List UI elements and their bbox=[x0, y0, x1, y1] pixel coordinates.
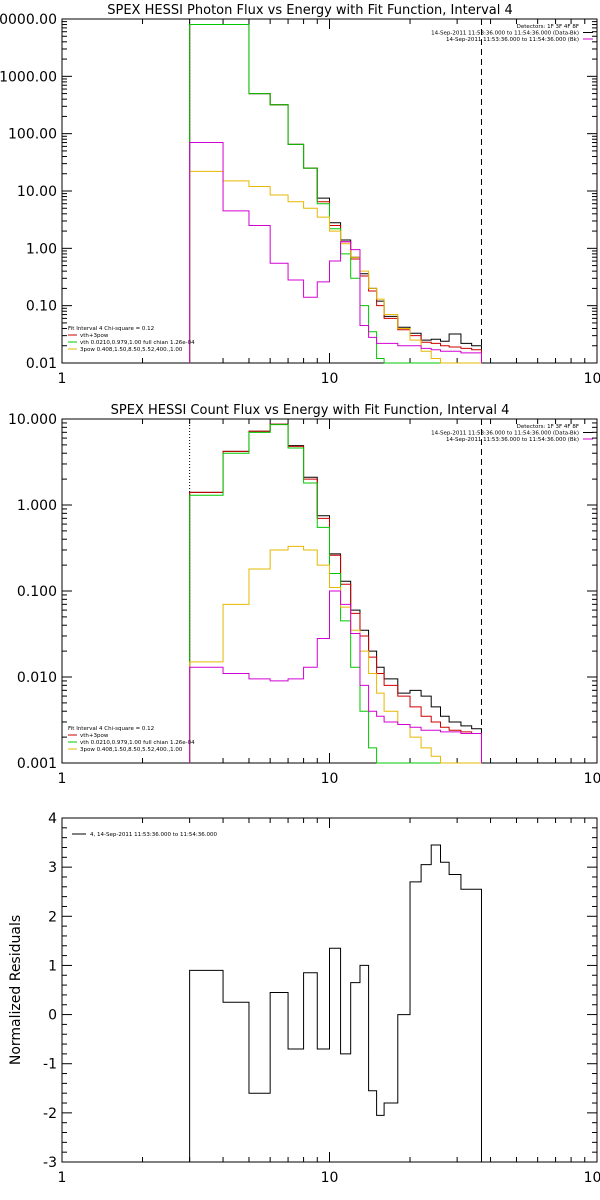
photon-flux-y-tick-label: 10.00 bbox=[17, 184, 57, 200]
count-flux-info-line: Detectors: 1F 3F 4F 8F bbox=[517, 424, 579, 430]
residuals-x-tick-label: 1 bbox=[58, 1170, 67, 1186]
photon-flux-y-tick-label: 0.01 bbox=[26, 356, 57, 372]
residuals-panel: Normalized Residuals 1 10 100 -3 -2 -1 0 1 2 3 4 4,… bbox=[8, 811, 600, 1186]
photon-flux-fit-legend-line: 3pow 0.408,1.50,8.50,5.52,400.,1.00 bbox=[80, 347, 183, 353]
photon-flux-y-tick-label: 10000.00 bbox=[0, 12, 57, 28]
residuals-y-tick-label: 1 bbox=[48, 958, 57, 974]
photon-flux-title: SPEX HESSI Photon Flux vs Energy with Fi… bbox=[107, 3, 513, 18]
residuals-x-tick-label: 100 bbox=[584, 1170, 600, 1186]
count-flux-fit-legend-line: vth 0.0210,0.979,1.00 full chian 1.26e-0… bbox=[80, 740, 195, 746]
residuals-series-0-histogram bbox=[189, 844, 482, 1162]
residuals-y-tick-label: 4 bbox=[48, 811, 57, 827]
count-flux-x-tick-label: 10 bbox=[321, 771, 339, 787]
count-flux-y-tick-label: 1.000 bbox=[17, 498, 57, 514]
count-flux-x-tick-label: 1 bbox=[58, 771, 67, 787]
photon-flux-y-tick-label: 100.00 bbox=[8, 127, 57, 143]
photon-flux-series-3-histogram bbox=[189, 170, 482, 364]
photon-flux-info-line: 14-Sep-2011 11:53:36.000 to 11:54:36.000… bbox=[431, 31, 579, 37]
count-flux-y-tick-label: 0.010 bbox=[17, 670, 57, 686]
residuals-y-tick-label: -2 bbox=[43, 1106, 57, 1122]
photon-flux-info-line: 14-Sep-2011 11:53:36.000 to 11:54:36.000… bbox=[446, 37, 579, 43]
photon-flux-plot-frame bbox=[61, 18, 598, 364]
photon-flux-series-1-histogram bbox=[189, 24, 482, 363]
count-flux-title: SPEX HESSI Count Flux vs Energy with Fit… bbox=[111, 403, 510, 418]
photon-flux-x-tick-label: 100 bbox=[584, 371, 600, 387]
photon-flux-fit-legend-line: vth+3pow bbox=[80, 333, 109, 339]
count-flux-info-line: 14-Sep-2011 11:53:36.000 to 11:54:36.000… bbox=[446, 437, 579, 443]
photon-flux-x-tick-label: 1 bbox=[58, 371, 67, 387]
count-flux-fit-legend-line: 3pow 0.408,1.50,8.50,5.52,400.,1.00 bbox=[80, 747, 183, 753]
photon-flux-series-4-histogram bbox=[189, 142, 482, 363]
photon-flux-x-tick-label: 10 bbox=[321, 371, 339, 387]
count-flux-series-0-histogram bbox=[189, 423, 482, 763]
count-flux-series-2-histogram bbox=[189, 424, 482, 764]
count-flux-fit-legend-line: Fit Interval 4 Chi-square = 0.12 bbox=[68, 726, 154, 732]
count-flux-series-1-histogram bbox=[189, 423, 482, 763]
photon-flux-fit-legend-line: vth 0.0210,0.979,1.00 full chian 1.26e-0… bbox=[80, 340, 195, 346]
count-flux-y-tick-label: 10.000 bbox=[8, 412, 57, 428]
residuals-y-tick-label: -1 bbox=[43, 1057, 57, 1073]
count-flux-info-line: 14-Sep-2011 11:53:36.000 to 11:54:36.000… bbox=[431, 431, 579, 437]
residuals-y-tick-label: -3 bbox=[43, 1155, 57, 1171]
count-flux-series-4-histogram bbox=[189, 590, 482, 763]
photon-flux-y-tick-label: 1000.00 bbox=[0, 69, 57, 85]
photon-flux-series-2-histogram bbox=[189, 24, 482, 364]
photon-flux-series-0-histogram bbox=[189, 24, 482, 363]
photon-flux-fit-legend-line: Fit Interval 4 Chi-square = 0.12 bbox=[68, 326, 154, 332]
residuals-x-tick-label: 10 bbox=[321, 1170, 339, 1186]
count-flux-panel: SPEX HESSI Count Flux vs Energy with Fit… bbox=[8, 403, 600, 787]
count-flux-y-tick-label: 0.100 bbox=[17, 584, 57, 600]
photon-flux-y-tick-label: 1.00 bbox=[26, 241, 57, 257]
photon-flux-info-line: Detectors: 1F 3F 4F 8F bbox=[517, 24, 579, 30]
count-flux-fit-legend-line: vth+3pow bbox=[80, 733, 109, 739]
residuals-y-axis-label: Normalized Residuals bbox=[8, 915, 24, 1065]
photon-flux-panel: SPEX HESSI Photon Flux vs Energy with Fi… bbox=[0, 3, 600, 387]
count-flux-x-tick-label: 100 bbox=[584, 771, 600, 787]
residuals-y-tick-label: 0 bbox=[48, 1008, 57, 1024]
residuals-y-tick-label: 3 bbox=[48, 860, 57, 876]
photon-flux-y-tick-label: 0.10 bbox=[26, 299, 57, 315]
count-flux-y-tick-label: 0.001 bbox=[17, 756, 57, 772]
residuals-y-tick-label: 2 bbox=[48, 909, 57, 925]
residuals-legend-label: 4, 14-Sep-2011 11:53:36.000 to 11:54:36.… bbox=[90, 832, 217, 838]
